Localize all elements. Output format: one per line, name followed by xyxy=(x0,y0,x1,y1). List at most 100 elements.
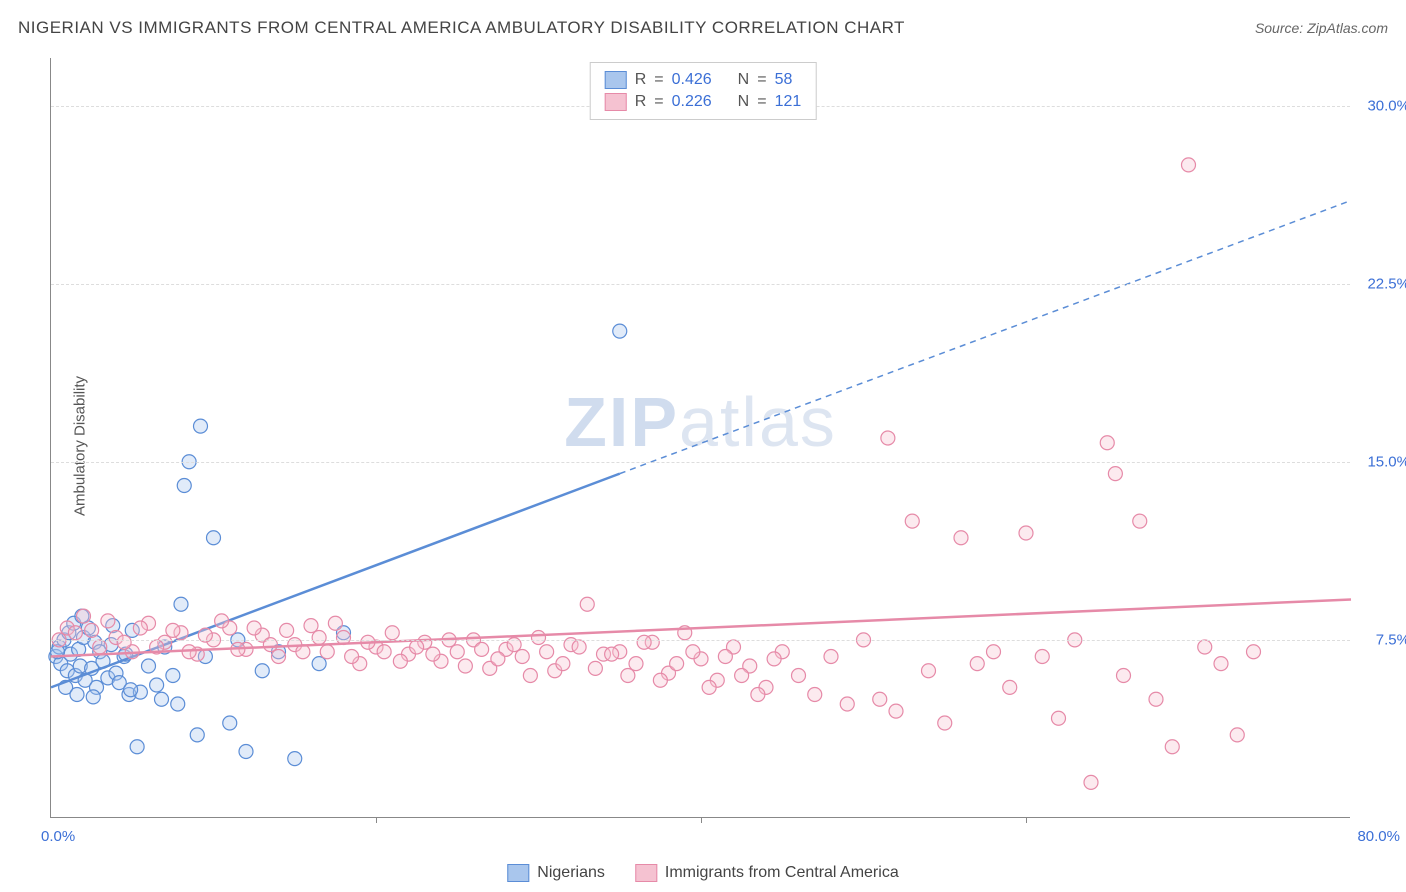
data-point xyxy=(458,659,472,673)
data-point xyxy=(124,683,138,697)
data-point xyxy=(954,531,968,545)
data-point xyxy=(312,657,326,671)
stats-legend: R = 0.426 N = 58 R = 0.226 N = 121 xyxy=(590,62,817,120)
data-point xyxy=(670,657,684,671)
data-point xyxy=(1019,526,1033,540)
data-point xyxy=(174,597,188,611)
data-point xyxy=(190,728,204,742)
plot-area: ZIPatlas 0.0% 80.0% 7.5%15.0%22.5%30.0% xyxy=(50,58,1350,818)
bottom-legend: Nigerians Immigrants from Central Americ… xyxy=(507,864,898,882)
x-tick xyxy=(1026,817,1027,823)
data-point xyxy=(588,661,602,675)
data-point xyxy=(475,642,489,656)
r-label: R xyxy=(635,71,647,89)
data-point xyxy=(491,652,505,666)
data-point xyxy=(889,704,903,718)
data-point xyxy=(410,640,424,654)
equals-icon: = xyxy=(757,93,766,111)
data-point xyxy=(605,647,619,661)
data-point xyxy=(85,623,99,637)
data-point xyxy=(970,657,984,671)
r-value-series1: 0.426 xyxy=(672,71,712,89)
data-point xyxy=(792,669,806,683)
data-point xyxy=(556,657,570,671)
r-label: R xyxy=(635,93,647,111)
data-point xyxy=(922,664,936,678)
source-label: Source: ZipAtlas.com xyxy=(1255,20,1388,36)
x-tick xyxy=(376,817,377,823)
data-point xyxy=(629,657,643,671)
data-point xyxy=(177,479,191,493)
n-value-series2: 121 xyxy=(775,93,802,111)
legend-swatch-series2 xyxy=(635,864,657,882)
legend-label-series1: Nigerians xyxy=(537,864,605,882)
data-point xyxy=(1035,650,1049,664)
data-point xyxy=(207,531,221,545)
data-point xyxy=(247,621,261,635)
data-point xyxy=(515,650,529,664)
data-point xyxy=(393,654,407,668)
data-point xyxy=(77,609,91,623)
data-point xyxy=(272,650,286,664)
data-point xyxy=(385,626,399,640)
data-point xyxy=(312,631,326,645)
y-tick-label: 7.5% xyxy=(1355,631,1406,648)
gridline xyxy=(51,640,1350,641)
equals-icon: = xyxy=(654,71,663,89)
data-point xyxy=(215,614,229,628)
data-point xyxy=(133,621,147,635)
data-point xyxy=(751,688,765,702)
equals-icon: = xyxy=(757,71,766,89)
chart-title: NIGERIAN VS IMMIGRANTS FROM CENTRAL AMER… xyxy=(18,18,905,38)
regression-line-extended xyxy=(620,201,1351,474)
data-point xyxy=(532,631,546,645)
x-axis-max-label: 80.0% xyxy=(1357,828,1400,845)
data-point xyxy=(1165,740,1179,754)
legend-item-series2: Immigrants from Central America xyxy=(635,864,899,882)
n-value-series1: 58 xyxy=(775,71,793,89)
data-point xyxy=(1230,728,1244,742)
data-point xyxy=(580,597,594,611)
data-point xyxy=(873,692,887,706)
data-point xyxy=(450,645,464,659)
data-point xyxy=(1003,680,1017,694)
x-axis-origin-label: 0.0% xyxy=(41,828,75,845)
data-point xyxy=(304,619,318,633)
data-point xyxy=(621,669,635,683)
data-point xyxy=(130,740,144,754)
legend-swatch-series1 xyxy=(507,864,529,882)
data-point xyxy=(239,745,253,759)
regression-line xyxy=(51,600,1351,657)
data-point xyxy=(987,645,1001,659)
data-point xyxy=(637,635,651,649)
data-point xyxy=(1117,669,1131,683)
data-point xyxy=(653,673,667,687)
data-point xyxy=(1182,158,1196,172)
swatch-series1 xyxy=(605,71,627,89)
data-point xyxy=(223,716,237,730)
data-point xyxy=(280,623,294,637)
data-point xyxy=(735,669,749,683)
data-point xyxy=(377,645,391,659)
data-point xyxy=(1133,514,1147,528)
scatter-svg xyxy=(51,58,1350,817)
y-tick-label: 15.0% xyxy=(1355,453,1406,470)
data-point xyxy=(686,645,700,659)
data-point xyxy=(68,626,82,640)
data-point xyxy=(171,697,185,711)
data-point xyxy=(194,419,208,433)
stats-row-series2: R = 0.226 N = 121 xyxy=(605,91,802,113)
y-tick-label: 22.5% xyxy=(1355,275,1406,292)
n-label: N xyxy=(738,93,750,111)
data-point xyxy=(255,664,269,678)
data-point xyxy=(155,692,169,706)
data-point xyxy=(808,688,822,702)
swatch-series2 xyxy=(605,93,627,111)
data-point xyxy=(702,680,716,694)
data-point xyxy=(613,324,627,338)
data-point xyxy=(905,514,919,528)
data-point xyxy=(824,650,838,664)
n-label: N xyxy=(738,71,750,89)
data-point xyxy=(1198,640,1212,654)
x-tick xyxy=(701,817,702,823)
